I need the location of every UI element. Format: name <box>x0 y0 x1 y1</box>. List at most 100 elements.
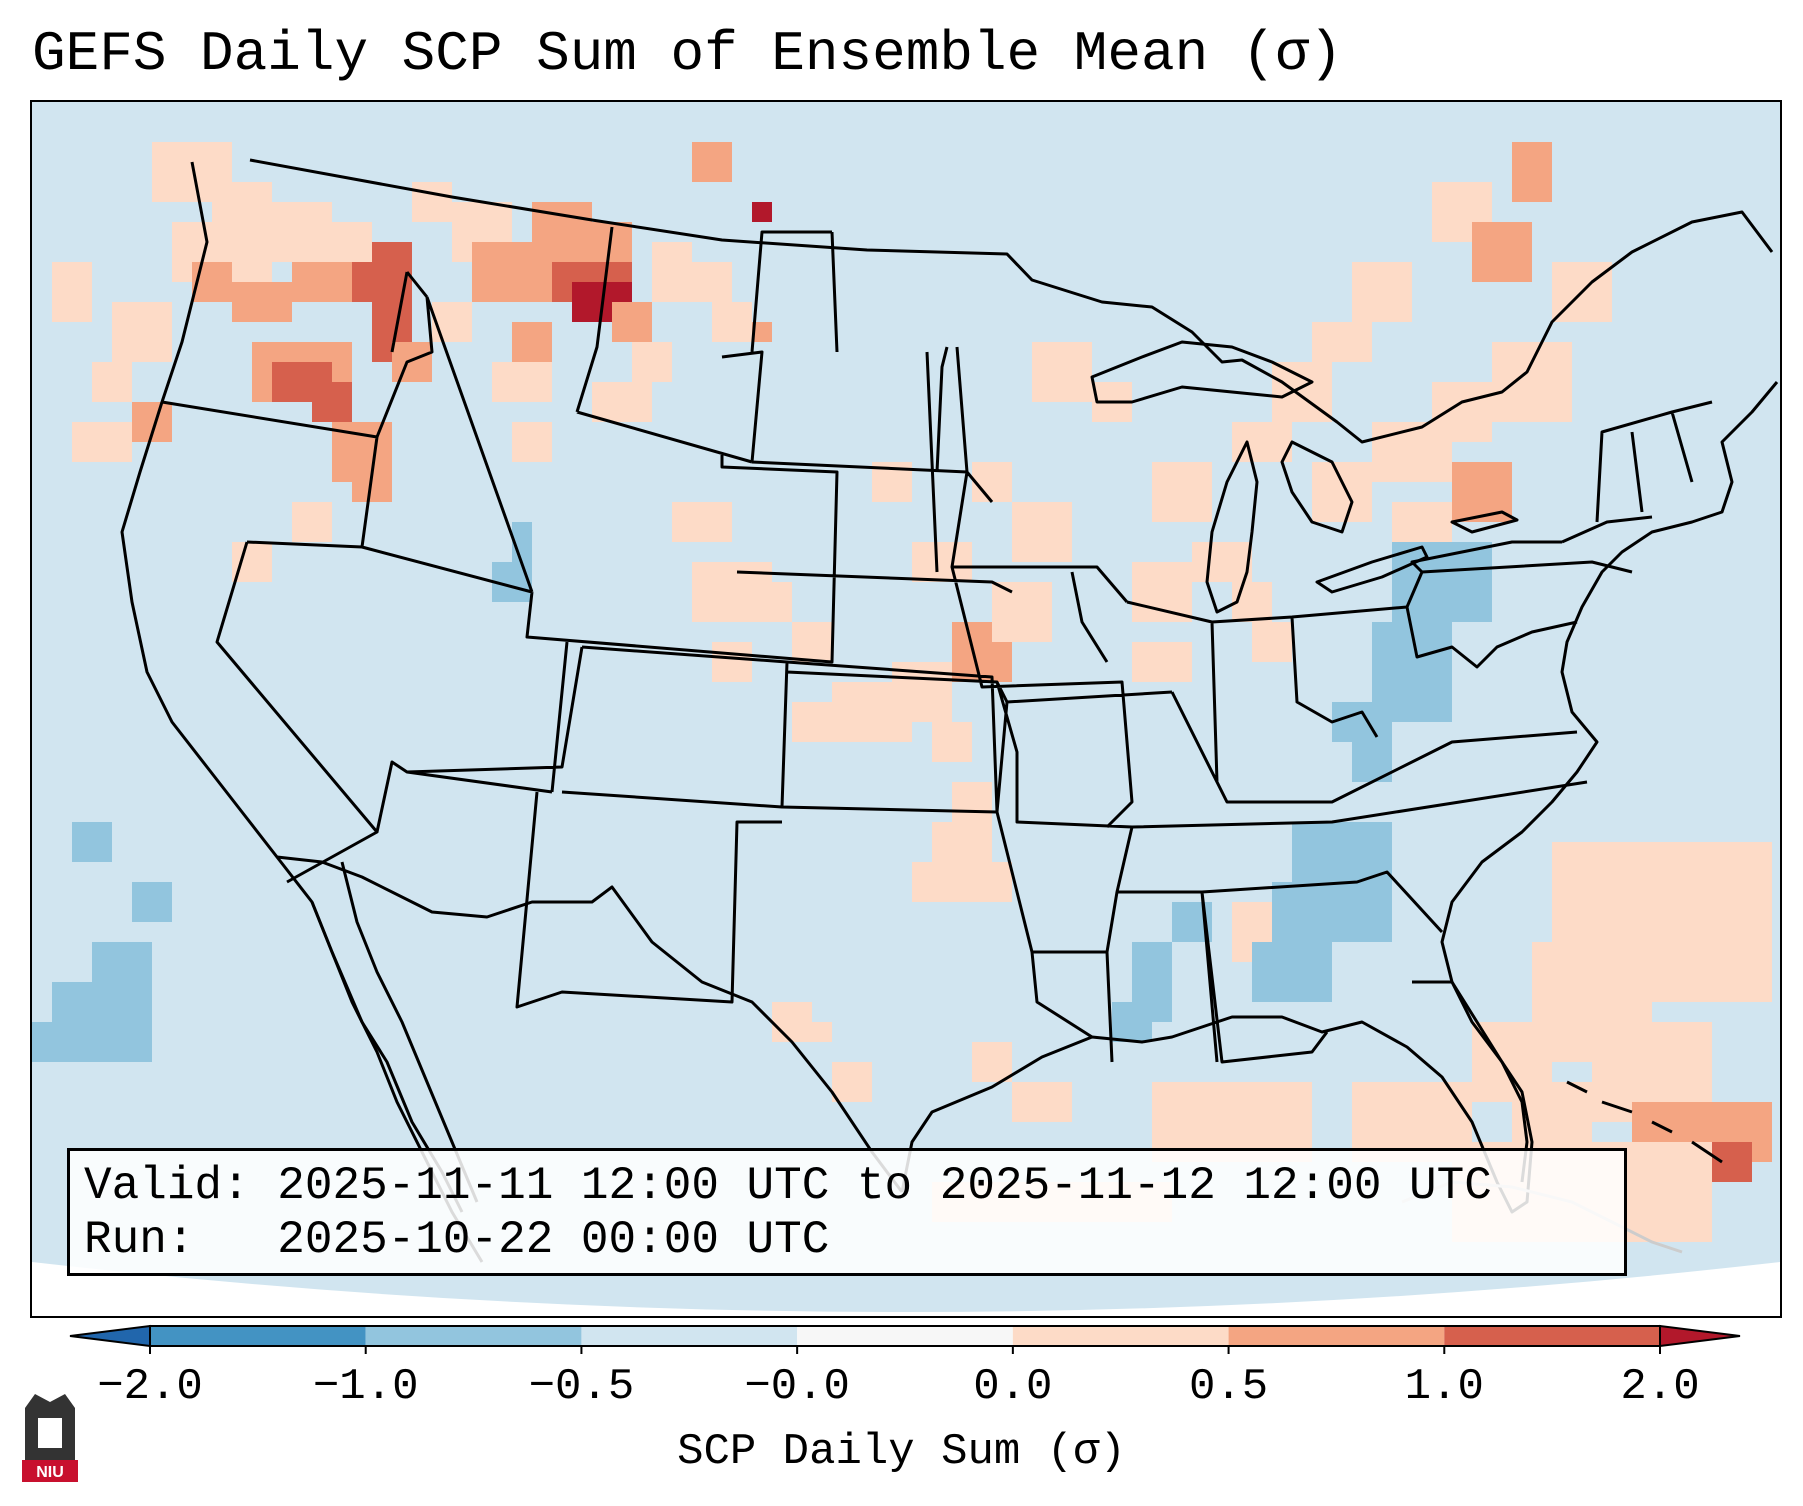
colorbar-segment <box>1444 1326 1660 1346</box>
anomaly-cell <box>692 142 732 182</box>
anomaly-cell <box>32 1022 112 1062</box>
anomaly-cell <box>752 322 772 342</box>
anomaly-cell <box>952 782 992 822</box>
anomaly-cell <box>292 262 352 302</box>
lake-ontario <box>1450 510 1519 534</box>
anomaly-cell <box>992 582 1052 642</box>
colorbar-tick-label: −0.5 <box>528 1362 635 1412</box>
anomaly-cell <box>632 342 672 382</box>
gulf-coast <box>900 981 1534 1214</box>
bahamas <box>1566 1080 1723 1164</box>
colorbar-segment <box>581 1326 798 1346</box>
anomaly-cell <box>192 262 232 302</box>
anomaly-cell <box>712 302 752 342</box>
colorbar-tick-label: −1.0 <box>312 1362 419 1412</box>
lake-michigan <box>1205 440 1259 614</box>
valid-run-box: Valid: 2025-11-11 12:00 UTC to 2025-11-1… <box>67 1148 1627 1276</box>
colorbar-under-arrow <box>69 1324 151 1348</box>
state-lines <box>161 226 1713 1064</box>
anomaly-cell <box>792 1022 832 1042</box>
colorbar-tick-label: 0.0 <box>973 1362 1053 1412</box>
projection-edge-right <box>1772 1262 1780 1316</box>
anomaly-cell <box>912 542 972 582</box>
anomaly-cell <box>1312 322 1372 362</box>
anomaly-cell <box>312 382 352 422</box>
mexico-border <box>276 855 904 1193</box>
anomaly-cell <box>412 182 452 222</box>
anomaly-cell <box>1352 262 1412 322</box>
colorbar-segment <box>150 1326 366 1346</box>
anomaly-cell <box>1032 342 1092 402</box>
colorbar <box>69 1324 1741 1354</box>
anomaly-cell <box>1012 1082 1072 1122</box>
colorbar-label: SCP Daily Sum (σ) <box>677 1427 1126 1477</box>
anomaly-cell <box>1152 462 1212 522</box>
lake-superior <box>1090 340 1314 404</box>
anomaly-cell <box>1472 222 1532 282</box>
anomaly-cell <box>332 222 372 262</box>
anomaly-cell <box>72 822 112 862</box>
anomaly-cell <box>972 462 1012 502</box>
anomaly-cell <box>92 942 152 982</box>
map-frame <box>30 100 1782 1318</box>
anomaly-cell <box>1512 142 1552 202</box>
anomaly-cell <box>1312 462 1372 522</box>
anomaly-cell <box>512 322 552 362</box>
pacific-coast <box>120 161 464 1213</box>
anomaly-cell <box>1012 502 1072 562</box>
anomaly-cell <box>832 682 892 722</box>
chart-title: GEFS Daily SCP Sum of Ensemble Mean (σ) <box>32 22 1343 86</box>
anomaly-cell <box>1252 622 1292 662</box>
anomaly-cell <box>972 862 1012 902</box>
anomaly-cell <box>232 282 292 322</box>
run-row: Run: 2025-10-22 00:00 UTC <box>84 1213 1610 1267</box>
anomaly-cell <box>92 362 132 402</box>
anomaly-cell <box>272 202 332 262</box>
scp-anomaly-field <box>32 142 1772 1242</box>
anomaly-cell <box>1392 502 1452 542</box>
anomaly-cell <box>292 502 332 542</box>
anomaly-cell <box>1252 942 1332 1002</box>
logo-text: NIU <box>36 1464 64 1481</box>
anomaly-cell <box>1272 882 1392 942</box>
colorbar-segment <box>1228 1326 1445 1346</box>
anomaly-cell <box>232 542 272 582</box>
run-value: 2025-10-22 00:00 UTC <box>277 1214 830 1266</box>
anomaly-cell <box>752 202 772 222</box>
anomaly-cell <box>72 422 132 462</box>
anomaly-cell <box>612 302 652 342</box>
logo-banner <box>22 1460 78 1482</box>
colorbar-segment <box>797 1326 1013 1346</box>
anomaly-cell <box>392 342 432 382</box>
colorbar-over-arrow <box>1659 1324 1741 1348</box>
anomaly-cell <box>912 862 972 902</box>
run-label: Run: <box>84 1214 195 1266</box>
boundaries <box>120 158 1779 1263</box>
projection-edge-bottom <box>32 1262 1780 1316</box>
colorbar-tick-label: 2.0 <box>1620 1362 1700 1412</box>
anomaly-cell <box>1372 422 1452 482</box>
canada-border <box>249 158 1774 444</box>
anomaly-cell <box>1292 822 1392 882</box>
anomaly-cell <box>52 262 92 322</box>
lake-huron <box>1280 440 1354 534</box>
anomaly-cell <box>752 582 792 622</box>
anomaly-cell <box>792 622 832 662</box>
anomaly-cell <box>712 642 752 682</box>
lake-erie <box>1315 545 1429 594</box>
atlantic-coast <box>1440 381 1779 983</box>
colorbar-tick-label: −2.0 <box>97 1362 203 1412</box>
colorbar-tick-label: −0.0 <box>744 1362 850 1412</box>
anomaly-cell <box>112 302 172 362</box>
colorbar-outline <box>149 1325 1661 1347</box>
anomaly-cell <box>1492 342 1572 422</box>
anomaly-cell <box>1132 642 1192 682</box>
florida <box>1412 980 1529 1183</box>
anomaly-cell <box>212 182 272 222</box>
anomaly-cell <box>672 502 732 542</box>
colorbar-tick-label: 1.0 <box>1404 1362 1484 1412</box>
map-canvas <box>32 102 1780 1316</box>
colorbar-segments <box>69 1324 1741 1354</box>
anomaly-cell <box>512 422 552 462</box>
anomaly-cell <box>432 302 472 342</box>
